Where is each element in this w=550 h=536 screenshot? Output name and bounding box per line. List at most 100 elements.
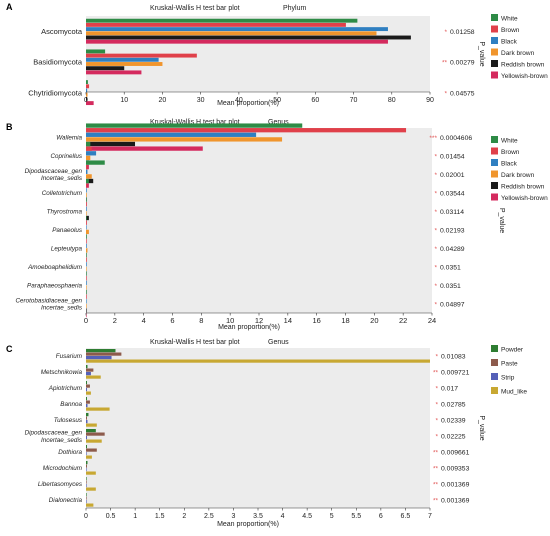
x-tick-label: 1 [133, 513, 137, 520]
legend-label: White [501, 137, 518, 144]
bar [86, 22, 346, 27]
x-tick-label: 3 [231, 513, 235, 520]
p-value: 0.02225 [441, 434, 466, 441]
bar [86, 420, 88, 424]
p-value: 0.01454 [440, 153, 465, 160]
x-tick-label: 80 [388, 97, 396, 104]
bar [86, 234, 87, 239]
bar [86, 160, 105, 165]
bar [86, 257, 87, 262]
p-value: 0.017 [441, 386, 458, 393]
p-value: 0.001369 [441, 482, 470, 489]
significance-stars: * [434, 209, 437, 216]
plot-background [86, 348, 430, 508]
legend-label: Brown [501, 27, 520, 34]
x-tick-label: 90 [426, 97, 434, 104]
bar [86, 49, 106, 54]
category-label: Panaeolus [52, 227, 83, 234]
legend-label: Strip [501, 374, 515, 381]
category-label: Tulosesus [54, 417, 83, 424]
bar [86, 493, 87, 497]
significance-stars: * [435, 434, 438, 441]
x-tick-label: 0 [84, 513, 88, 520]
bar [86, 484, 87, 488]
legend-swatch [491, 48, 498, 56]
bar [86, 146, 203, 151]
p-value: 0.009353 [441, 466, 470, 473]
x-tick-label: 14 [284, 316, 292, 325]
x-tick-label: 30 [197, 97, 205, 104]
significance-stars: * [444, 90, 447, 97]
bar [86, 155, 91, 161]
legend-swatch [491, 359, 498, 366]
bar [86, 280, 87, 285]
x-tick-label: 20 [159, 97, 167, 104]
x-tick-label: 0 [84, 316, 88, 325]
p-value: 0.04289 [440, 246, 465, 253]
category-label: Microdochium [43, 465, 82, 472]
p-value: 0.02339 [441, 418, 466, 425]
p-value: 0.03544 [440, 190, 465, 197]
p-value: 0.03114 [440, 209, 464, 216]
bar [86, 229, 89, 235]
bar [86, 289, 87, 295]
bar [86, 80, 88, 85]
bar [86, 404, 88, 408]
legend-label: Reddish brown [501, 183, 545, 190]
x-tick-label: 24 [428, 316, 436, 325]
p-value: 0.02193 [440, 227, 465, 234]
category-label: Ascomycota [41, 27, 83, 36]
bar [86, 503, 94, 507]
x-tick-label: 2.5 [204, 513, 214, 520]
legend-swatch [491, 387, 498, 394]
bar [86, 471, 96, 475]
x-tick-label: 4 [142, 316, 146, 325]
category-label: Thyrostroma [47, 208, 83, 215]
bar [86, 294, 87, 299]
legend-label: Yellowish-brown [501, 195, 548, 202]
category-label: Dipodascaceae_gen [25, 168, 83, 175]
category-label: Bannoa [60, 401, 82, 408]
x-tick-label: 50 [273, 97, 281, 104]
bar [86, 39, 388, 44]
category-label: Coprinellus [51, 153, 83, 160]
bar [86, 391, 91, 395]
bar [86, 352, 122, 356]
bar [86, 178, 94, 184]
bar [86, 375, 101, 379]
bar [86, 436, 87, 440]
category-label: Incertae_sedis [41, 305, 83, 312]
x-tick-label: 6 [379, 513, 383, 520]
x-tick-label: 6 [170, 316, 174, 325]
panel-letter: B [6, 122, 13, 132]
bar [86, 66, 125, 71]
bar [86, 262, 87, 267]
chart-title: Kruskal-Wallis H test bar plot [150, 339, 240, 346]
x-axis-title: Mean proportion(%) [218, 324, 280, 331]
bar [86, 303, 87, 309]
bar [86, 252, 87, 258]
bar [86, 432, 105, 436]
bar [86, 464, 87, 468]
bar [86, 215, 89, 221]
legend-label: Black [501, 160, 518, 167]
bar [86, 174, 92, 179]
x-tick-label: 10 [226, 316, 234, 325]
chart-rank: Phylum [283, 5, 307, 12]
legend-swatch [491, 159, 498, 166]
p-value: 0.04897 [440, 301, 465, 308]
legend-label: Yellowish-brown [501, 73, 548, 80]
significance-stars: * [434, 283, 437, 290]
bar [86, 211, 87, 216]
x-tick-label: 8 [199, 316, 203, 325]
x-tick-label: 2 [182, 513, 186, 520]
legend-label: Brown [501, 149, 520, 156]
p-value: 0.04575 [450, 90, 475, 97]
bar [86, 365, 88, 369]
bar [86, 27, 388, 32]
bar [86, 429, 96, 433]
category-label: Metschnikowia [41, 369, 83, 376]
bar [86, 18, 358, 23]
p-value: 0.01258 [450, 29, 475, 36]
p-value-axis-title: P_value [478, 41, 485, 66]
